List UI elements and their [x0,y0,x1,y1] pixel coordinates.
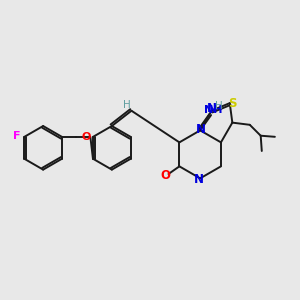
Text: O: O [160,169,170,182]
Text: NH: NH [204,105,223,115]
Text: F: F [13,131,20,141]
Text: N: N [207,102,217,115]
Text: H: H [123,100,131,110]
Text: O: O [81,132,91,142]
Text: N: N [196,123,206,136]
Text: S: S [228,97,236,110]
Text: N: N [194,173,204,186]
Text: H: H [215,101,223,111]
